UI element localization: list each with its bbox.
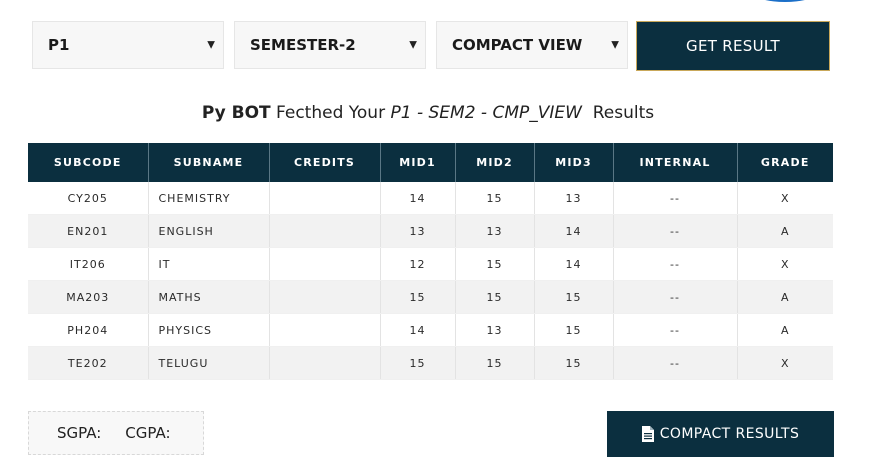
mid3-cell: 15 — [534, 346, 614, 380]
mid2-cell: 15 — [455, 280, 535, 314]
credits-cell — [269, 280, 381, 314]
sgpa-label: SGPA: — [57, 424, 102, 442]
subname-cell: PHYSICS — [148, 313, 270, 347]
table-row: IT206 IT 12 15 14 -- X — [28, 247, 833, 281]
grade-cell: X — [737, 247, 833, 281]
subcode-cell: MA203 — [28, 280, 149, 314]
grade-cell: X — [737, 346, 833, 380]
mid1-cell: 15 — [380, 346, 456, 380]
internal-cell: -- — [613, 214, 738, 248]
internal-cell: -- — [613, 346, 738, 380]
caret-down-icon: ▼ — [409, 39, 417, 51]
mid2-cell: 13 — [455, 313, 535, 347]
mid1-cell: 14 — [380, 182, 456, 215]
credits-cell — [269, 247, 381, 281]
results-table: SUBCODE SUBNAME CREDITS MID1 MID2 MID3 I… — [28, 143, 833, 380]
mid2-cell: 15 — [455, 182, 535, 215]
mid1-cell: 15 — [380, 280, 456, 314]
document-icon — [641, 426, 654, 442]
mid2-cell: 13 — [455, 214, 535, 248]
mid1-cell: 14 — [380, 313, 456, 347]
internal-cell: -- — [613, 280, 738, 314]
gpa-summary: SGPA: CGPA: — [28, 411, 204, 455]
table-row: PH204 PHYSICS 14 13 15 -- A — [28, 313, 833, 347]
column-header: MID1 — [380, 143, 456, 182]
column-header: CREDITS — [269, 143, 381, 182]
year-select[interactable]: P1 ▼ — [32, 21, 224, 69]
subname-cell: IT — [148, 247, 270, 281]
subcode-cell: CY205 — [28, 182, 149, 215]
view-select-value: COMPACT VIEW — [452, 36, 583, 54]
table-row: MA203 MATHS 15 15 15 -- A — [28, 280, 833, 314]
view-select[interactable]: COMPACT VIEW ▼ — [436, 21, 628, 69]
table-row: CY205 CHEMISTRY 14 15 13 -- X — [28, 182, 833, 215]
column-header: INTERNAL — [613, 143, 738, 182]
credits-cell — [269, 313, 381, 347]
table-row: TE202 TELUGU 15 15 15 -- X — [28, 346, 833, 380]
mid3-cell: 14 — [534, 214, 614, 248]
fetched-text: Fecthed Your — [276, 103, 386, 123]
mid2-cell: 15 — [455, 247, 535, 281]
results-heading: Py BOT Fecthed Your P1 - SEM2 - CMP_VIEW… — [0, 103, 856, 123]
get-result-button[interactable]: GET RESULT — [636, 21, 830, 71]
column-header: MID3 — [534, 143, 614, 182]
column-header: SUBCODE — [28, 143, 149, 182]
column-header: MID2 — [455, 143, 535, 182]
subname-cell: CHEMISTRY — [148, 182, 270, 215]
subcode-cell: TE202 — [28, 346, 149, 380]
compact-results-button[interactable]: COMPACT RESULTS — [607, 411, 834, 457]
mid2-cell: 15 — [455, 346, 535, 380]
subname-cell: ENGLISH — [148, 214, 270, 248]
subcode-cell: IT206 — [28, 247, 149, 281]
grade-cell: A — [737, 214, 833, 248]
table-row: EN201 ENGLISH 13 13 14 -- A — [28, 214, 833, 248]
subname-cell: TELUGU — [148, 346, 270, 380]
semester-select-value: SEMESTER-2 — [250, 36, 356, 54]
internal-cell: -- — [613, 247, 738, 281]
credits-cell — [269, 214, 381, 248]
table-header-row: SUBCODE SUBNAME CREDITS MID1 MID2 MID3 I… — [28, 143, 833, 182]
subname-cell: MATHS — [148, 280, 270, 314]
mid1-cell: 12 — [380, 247, 456, 281]
mid3-cell: 15 — [534, 313, 614, 347]
caret-down-icon: ▼ — [207, 39, 215, 51]
cgpa-label: CGPA: — [125, 424, 171, 442]
grade-cell: X — [737, 182, 833, 215]
decorative-blob — [755, 0, 815, 2]
column-header: SUBNAME — [148, 143, 270, 182]
credits-cell — [269, 182, 381, 215]
caret-down-icon: ▼ — [611, 39, 619, 51]
column-header: GRADE — [737, 143, 833, 182]
year-select-value: P1 — [48, 36, 70, 54]
mid3-cell: 15 — [534, 280, 614, 314]
subcode-cell: EN201 — [28, 214, 149, 248]
mid3-cell: 14 — [534, 247, 614, 281]
credits-cell — [269, 346, 381, 380]
grade-cell: A — [737, 280, 833, 314]
compact-results-label: COMPACT RESULTS — [659, 426, 800, 442]
bot-name: Py BOT — [201, 103, 271, 123]
subcode-cell: PH204 — [28, 313, 149, 347]
mid1-cell: 13 — [380, 214, 456, 248]
grade-cell: A — [737, 313, 833, 347]
internal-cell: -- — [613, 313, 738, 347]
query-text: P1 - SEM2 - CMP_VIEW — [390, 103, 582, 123]
mid3-cell: 13 — [534, 182, 614, 215]
results-text: Results — [592, 103, 655, 123]
semester-select[interactable]: SEMESTER-2 ▼ — [234, 21, 426, 69]
internal-cell: -- — [613, 182, 738, 215]
